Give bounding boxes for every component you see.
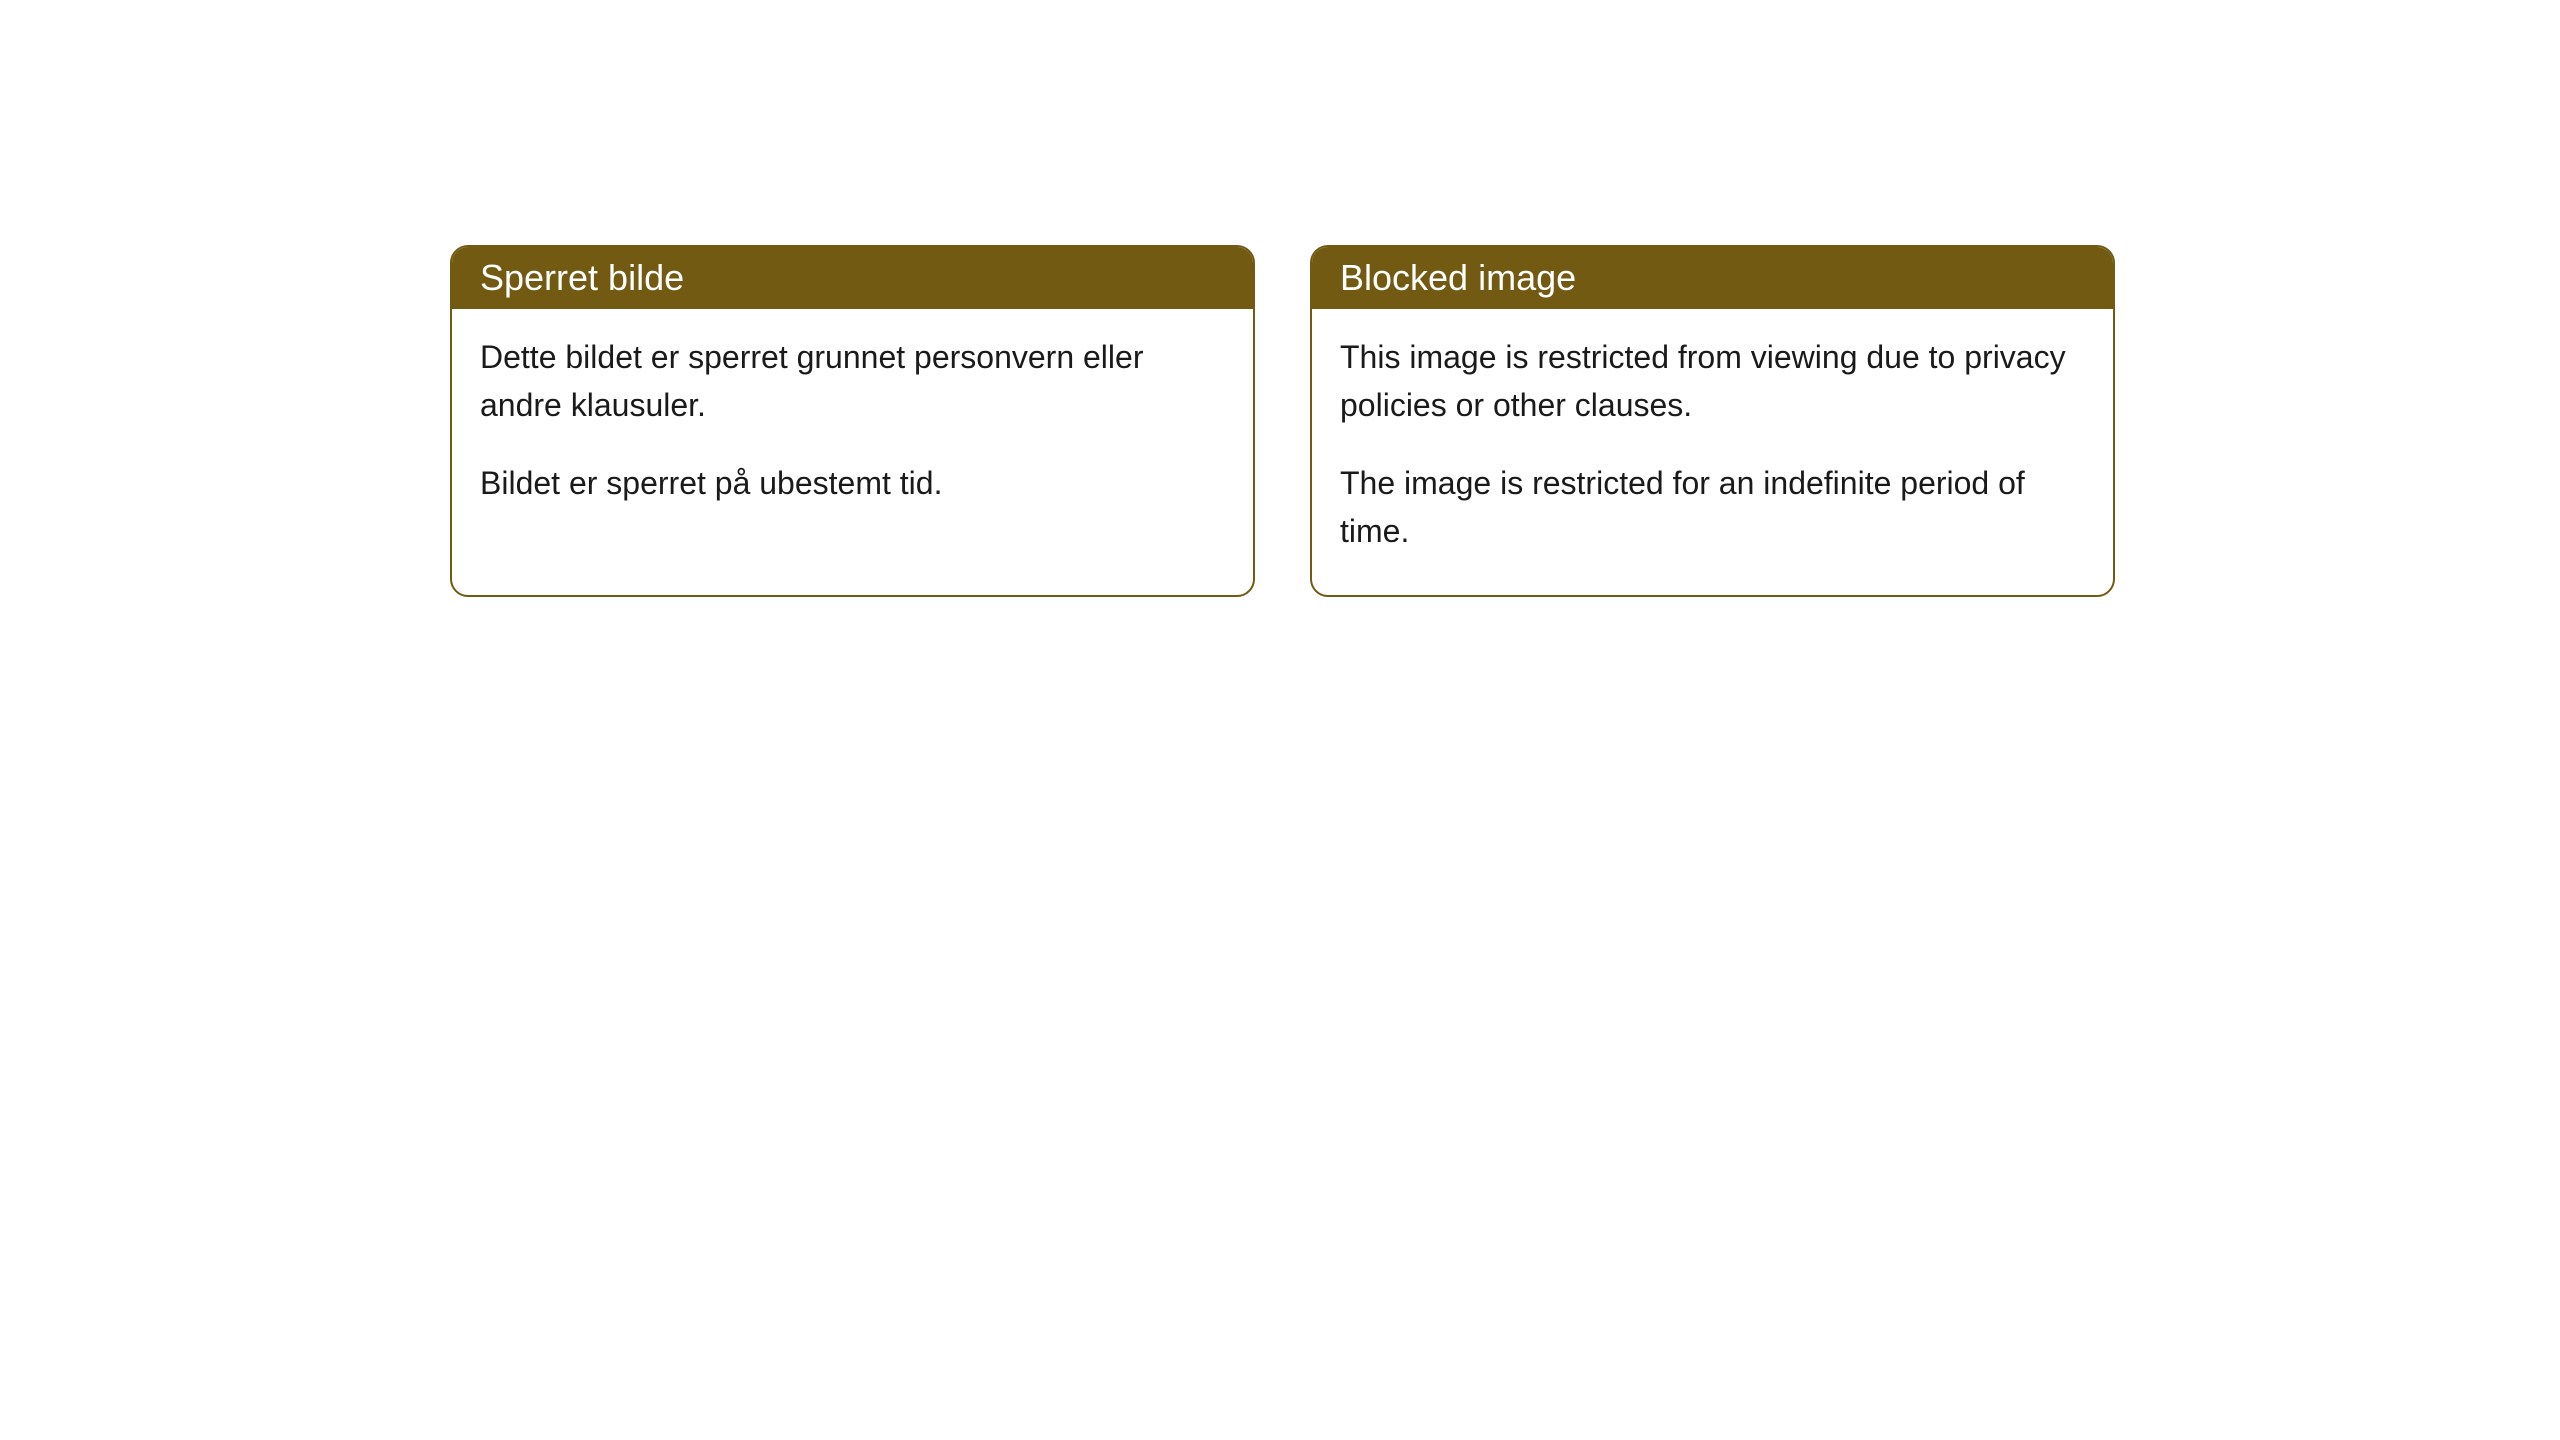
notice-cards-container: Sperret bilde Dette bildet er sperret gr… [450,245,2115,597]
notice-card-norwegian: Sperret bilde Dette bildet er sperret gr… [450,245,1255,597]
card-paragraph: The image is restricted for an indefinit… [1340,459,2085,555]
card-paragraph: This image is restricted from viewing du… [1340,333,2085,429]
notice-card-english: Blocked image This image is restricted f… [1310,245,2115,597]
card-paragraph: Bildet er sperret på ubestemt tid. [480,459,1225,507]
card-header: Sperret bilde [452,247,1253,309]
card-title: Blocked image [1340,257,1576,298]
card-header: Blocked image [1312,247,2113,309]
card-title: Sperret bilde [480,257,684,298]
card-body: Dette bildet er sperret grunnet personve… [452,309,1253,547]
card-body: This image is restricted from viewing du… [1312,309,2113,595]
card-paragraph: Dette bildet er sperret grunnet personve… [480,333,1225,429]
